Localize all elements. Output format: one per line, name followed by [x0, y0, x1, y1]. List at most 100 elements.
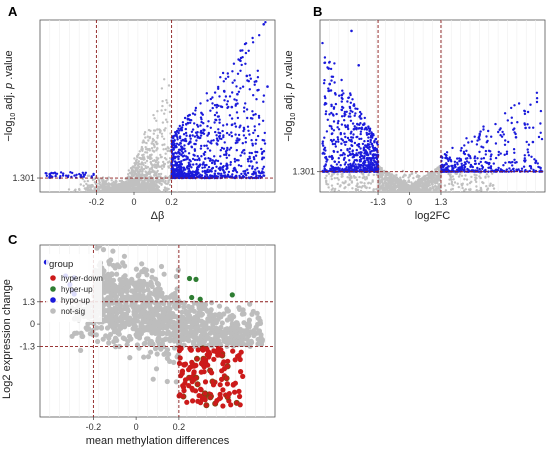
non-significant-point [104, 190, 107, 192]
significant-point [235, 139, 238, 142]
significant-point [191, 134, 194, 137]
significant-point [347, 127, 350, 131]
significant-point [254, 168, 257, 171]
y-axis-title-part: 10 [10, 113, 17, 121]
significant-point [213, 155, 216, 158]
non-significant-point [139, 185, 142, 188]
significant-point [215, 165, 218, 168]
significant-point [358, 114, 362, 118]
significant-point [450, 164, 453, 168]
significant-point [252, 94, 255, 97]
non-significant-point [122, 190, 125, 192]
non-significant-point [422, 178, 426, 181]
significant-point [465, 160, 469, 163]
significant-point [234, 125, 238, 128]
non-significant-point [436, 174, 439, 177]
significant-point [239, 59, 242, 63]
significant-point [333, 81, 336, 84]
non-significant-point [420, 180, 423, 183]
non-significant-point [324, 176, 327, 180]
significant-point [373, 157, 376, 160]
significant-point [262, 150, 266, 153]
significant-point [537, 165, 540, 169]
significant-point [189, 137, 192, 140]
significant-point [323, 136, 326, 139]
significant-point [187, 161, 190, 164]
significant-point [214, 169, 217, 173]
non-significant-point [418, 190, 422, 192]
significant-point [233, 160, 237, 163]
non-significant-point [114, 181, 117, 184]
significant-point [329, 89, 333, 92]
significant-point [191, 172, 194, 176]
significant-point [479, 130, 482, 133]
significant-point [494, 156, 498, 160]
significant-point [199, 102, 202, 105]
non-significant-point [451, 187, 454, 191]
x-tick-label: -0.2 [89, 197, 105, 207]
significant-point [522, 165, 526, 168]
significant-point [512, 148, 516, 151]
significant-point [218, 118, 221, 121]
non-significant-point [114, 179, 118, 182]
non-significant-point [86, 184, 90, 187]
significant-point [62, 172, 65, 175]
non-significant-point [381, 177, 385, 180]
significant-point [325, 157, 328, 161]
non-significant-point [488, 184, 491, 187]
non-significant-point [100, 178, 103, 181]
non-significant-point [165, 99, 168, 102]
non-significant-point [486, 188, 489, 191]
significant-point [199, 134, 203, 137]
non-significant-point [91, 183, 94, 187]
non-significant-point [127, 173, 130, 176]
significant-point [365, 128, 369, 131]
significant-point [182, 158, 185, 162]
non-significant-point [451, 175, 454, 178]
non-significant-point [485, 173, 489, 176]
non-significant-point [168, 179, 171, 182]
significant-point [337, 170, 341, 173]
non-significant-point [400, 181, 404, 184]
significant-point [250, 151, 253, 155]
significant-point [322, 151, 325, 154]
significant-point [498, 128, 501, 131]
significant-point [477, 162, 481, 165]
non-significant-point [430, 177, 433, 180]
significant-point [218, 121, 221, 124]
significant-point [351, 168, 354, 171]
significant-point [458, 157, 461, 160]
significant-point [228, 148, 231, 151]
significant-point [333, 142, 337, 146]
non-significant-point [350, 181, 354, 184]
significant-point [362, 157, 365, 160]
significant-point [198, 163, 202, 166]
significant-point [266, 85, 269, 88]
non-significant-point [359, 189, 363, 192]
significant-point [352, 161, 356, 164]
significant-point [337, 157, 340, 160]
non-significant-point [341, 172, 344, 176]
significant-point [251, 110, 254, 113]
significant-point [172, 164, 176, 167]
significant-point [221, 129, 224, 133]
significant-point [255, 98, 258, 101]
significant-point [443, 168, 446, 171]
significant-point [235, 149, 238, 152]
significant-point [360, 112, 363, 116]
significant-point [201, 166, 204, 169]
significant-point [445, 154, 448, 157]
non-significant-point [156, 164, 159, 167]
significant-point [359, 147, 362, 150]
significant-point [507, 140, 510, 144]
significant-point [492, 162, 495, 165]
significant-point [185, 174, 188, 178]
non-significant-point [140, 178, 143, 181]
significant-point [342, 158, 346, 161]
non-significant-point [384, 176, 387, 179]
non-significant-point [402, 183, 405, 187]
non-significant-point [163, 112, 166, 115]
non-significant-point [93, 187, 96, 190]
significant-point [372, 149, 375, 152]
